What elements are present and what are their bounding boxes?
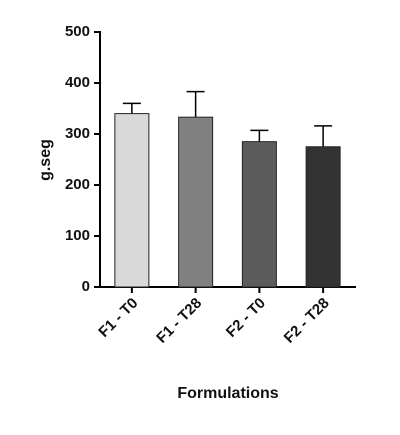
y-tick-label: 200 <box>65 176 90 193</box>
x-tick-label: F1 - T0 <box>95 295 141 341</box>
bar <box>114 113 150 288</box>
y-axis-label: g.seg <box>37 139 54 181</box>
y-tick-label: 100 <box>65 227 90 244</box>
x-tick-label: F2 - T28 <box>281 295 333 347</box>
x-tick-label: F2 - T0 <box>223 295 269 341</box>
y-tick-label: 0 <box>82 278 90 295</box>
bar <box>305 146 341 288</box>
y-tick-label: 300 <box>65 125 90 142</box>
bar <box>178 116 214 288</box>
y-tick-label: 500 <box>65 23 90 40</box>
x-axis-label: Formulations <box>177 385 278 402</box>
bar <box>241 141 277 288</box>
x-tick-label: F1 - T28 <box>153 295 205 347</box>
y-tick-label: 400 <box>65 74 90 91</box>
